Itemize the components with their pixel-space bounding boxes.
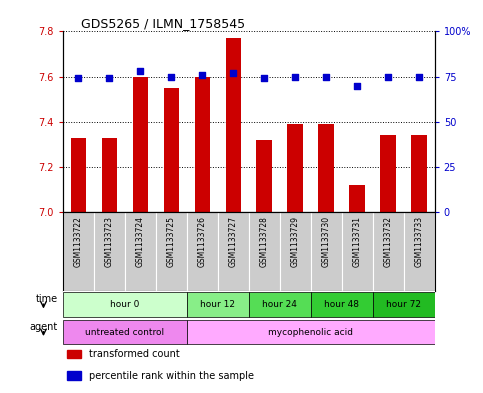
Bar	[256, 140, 272, 212]
Bar	[195, 77, 210, 212]
Text: hour 0: hour 0	[110, 300, 140, 309]
FancyBboxPatch shape	[249, 292, 311, 317]
Text: hour 48: hour 48	[324, 300, 359, 309]
FancyBboxPatch shape	[404, 212, 435, 291]
Point	[260, 75, 268, 82]
FancyBboxPatch shape	[187, 212, 218, 291]
Text: GSM1133729: GSM1133729	[291, 216, 300, 267]
Point	[136, 68, 144, 74]
FancyBboxPatch shape	[156, 212, 187, 291]
FancyBboxPatch shape	[94, 212, 125, 291]
Bar	[67, 371, 82, 380]
Text: GSM1133725: GSM1133725	[167, 216, 176, 267]
Text: hour 24: hour 24	[262, 300, 297, 309]
Text: GSM1133730: GSM1133730	[322, 216, 331, 267]
FancyBboxPatch shape	[63, 212, 94, 291]
Point	[199, 72, 206, 78]
Text: hour 12: hour 12	[200, 300, 235, 309]
Bar	[381, 136, 396, 212]
Bar	[101, 138, 117, 212]
Bar	[318, 124, 334, 212]
Bar	[164, 88, 179, 212]
FancyBboxPatch shape	[218, 212, 249, 291]
Text: GSM1133732: GSM1133732	[384, 216, 393, 267]
FancyBboxPatch shape	[187, 292, 249, 317]
Text: GSM1133724: GSM1133724	[136, 216, 145, 267]
Text: GSM1133722: GSM1133722	[74, 216, 83, 267]
FancyBboxPatch shape	[249, 212, 280, 291]
Text: GSM1133726: GSM1133726	[198, 216, 207, 267]
FancyBboxPatch shape	[125, 212, 156, 291]
Point	[415, 73, 423, 80]
Bar	[287, 124, 303, 212]
Text: transformed count: transformed count	[89, 349, 180, 359]
Text: hour 72: hour 72	[386, 300, 421, 309]
Bar	[226, 38, 241, 212]
FancyBboxPatch shape	[311, 292, 373, 317]
Point	[384, 73, 392, 80]
Point	[105, 75, 113, 82]
Text: GSM1133723: GSM1133723	[105, 216, 114, 267]
Point	[168, 73, 175, 80]
Text: time: time	[36, 294, 58, 304]
FancyBboxPatch shape	[280, 212, 311, 291]
FancyBboxPatch shape	[187, 320, 435, 344]
Bar	[132, 77, 148, 212]
Bar	[350, 185, 365, 212]
Point	[322, 73, 330, 80]
FancyBboxPatch shape	[63, 292, 187, 317]
FancyBboxPatch shape	[342, 212, 373, 291]
Bar	[71, 138, 86, 212]
Point	[74, 75, 82, 82]
Text: untreated control: untreated control	[85, 328, 164, 336]
FancyBboxPatch shape	[311, 212, 342, 291]
FancyBboxPatch shape	[63, 320, 187, 344]
Text: percentile rank within the sample: percentile rank within the sample	[89, 371, 254, 381]
FancyBboxPatch shape	[373, 292, 435, 317]
Text: GSM1133728: GSM1133728	[260, 216, 269, 267]
Bar	[67, 350, 82, 358]
Point	[354, 83, 361, 89]
Point	[291, 73, 299, 80]
Point	[229, 70, 237, 76]
Bar	[412, 136, 427, 212]
Text: GSM1133733: GSM1133733	[415, 216, 424, 267]
Text: agent: agent	[30, 321, 58, 332]
Text: GSM1133727: GSM1133727	[229, 216, 238, 267]
Text: mycophenolic acid: mycophenolic acid	[268, 328, 353, 336]
Text: GDS5265 / ILMN_1758545: GDS5265 / ILMN_1758545	[81, 17, 245, 30]
FancyBboxPatch shape	[373, 212, 404, 291]
Text: GSM1133731: GSM1133731	[353, 216, 362, 267]
